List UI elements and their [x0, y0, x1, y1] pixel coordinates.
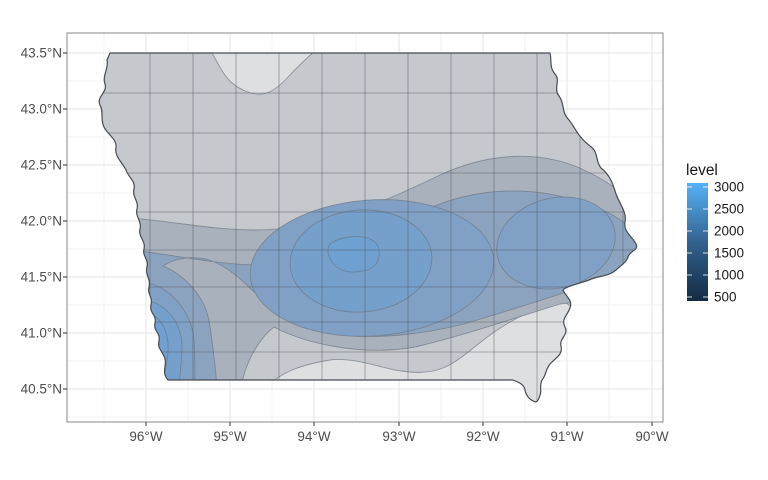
iowa-state-outline — [98, 52, 638, 403]
legend-colorbar-ticks — [687, 186, 708, 298]
base-region-north-notch — [209, 53, 318, 95]
y-tick-label: 43.5°N — [21, 46, 62, 61]
y-tick-label: 42.5°N — [21, 158, 62, 173]
y-tick-label: 40.5°N — [21, 382, 62, 397]
x-tick-label: 92°W — [466, 429, 499, 444]
x-tick-label: 91°W — [550, 429, 583, 444]
legend: level 3000 2500 2000 1500 1000 500 — [686, 162, 744, 305]
x-tick-label: 93°W — [382, 429, 415, 444]
panel-border — [66, 32, 664, 423]
y-tick-label: 43.0°N — [21, 102, 62, 117]
contour-band-3000-central — [327, 236, 380, 273]
x-tick-label: 94°W — [297, 429, 330, 444]
y-tick-label: 42.0°N — [21, 214, 62, 229]
legend-label: 1500 — [714, 246, 744, 261]
legend-label: 3000 — [714, 180, 744, 195]
y-tick-label: 41.5°N — [21, 270, 62, 285]
x-axis-labels: 96°W 95°W 94°W 93°W 92°W 91°W 90°W — [129, 429, 668, 444]
legend-title: level — [686, 162, 718, 179]
x-tick-label: 96°W — [129, 429, 162, 444]
y-tick-label: 41.0°N — [21, 326, 62, 341]
legend-colorbar — [687, 183, 708, 301]
legend-label: 500 — [714, 290, 737, 305]
legend-label: 2000 — [714, 224, 744, 239]
y-axis-labels: 43.5°N 43.0°N 42.5°N 42.0°N 41.5°N 41.0°… — [21, 46, 62, 397]
x-tick-label: 90°W — [635, 429, 668, 444]
axis-tick-marks — [63, 52, 653, 426]
x-tick-label: 95°W — [213, 429, 246, 444]
legend-labels: 3000 2500 2000 1500 1000 500 — [714, 180, 744, 305]
legend-label: 1000 — [714, 268, 744, 283]
county-boundaries — [99, 53, 637, 402]
legend-label: 2500 — [714, 202, 744, 217]
